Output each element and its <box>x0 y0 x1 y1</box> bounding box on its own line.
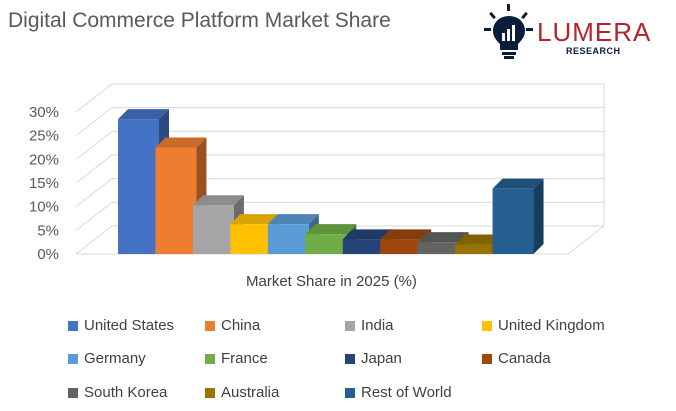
legend-item: Germany <box>68 350 146 367</box>
bar-front <box>118 119 159 254</box>
gridline <box>75 201 604 231</box>
y-tick-label: 30% <box>29 104 59 121</box>
bar-top <box>492 178 544 189</box>
gridline <box>75 83 604 113</box>
y-tick-label: 25% <box>29 128 59 145</box>
bar-top <box>417 232 469 243</box>
bar-front <box>267 224 309 254</box>
bar-top <box>230 214 282 225</box>
legend-item: India <box>345 317 394 334</box>
legend-item: Australia <box>205 384 279 401</box>
bar-front <box>192 205 234 254</box>
legend-swatch <box>68 387 78 398</box>
legend-swatch <box>68 353 78 364</box>
bar-china <box>155 137 207 254</box>
bar-front <box>380 239 422 254</box>
legend-label: United States <box>84 317 175 334</box>
logo-name: LUMERA <box>537 17 652 47</box>
legend-item: Rest of World <box>345 384 452 401</box>
bars <box>118 109 544 254</box>
bar-top <box>305 224 357 235</box>
bar-top <box>118 109 169 120</box>
legend-label: Australia <box>221 384 280 401</box>
bar-front <box>155 147 197 254</box>
bar-front <box>455 244 497 254</box>
bar-top <box>342 229 394 240</box>
y-tick-label: 10% <box>29 199 59 216</box>
grid-lines <box>75 83 605 255</box>
lightbulb-icon <box>484 4 533 59</box>
bar-front <box>417 242 459 254</box>
y-tick-label: 15% <box>29 175 59 192</box>
legend-label: India <box>361 317 394 334</box>
legend-label: Rest of World <box>361 384 452 401</box>
legend-item: United Kingdom <box>482 317 605 334</box>
legend-item: United States <box>68 317 174 334</box>
bar-front <box>492 188 534 254</box>
bar-front <box>230 224 272 254</box>
bar-front <box>342 239 384 254</box>
gridline <box>75 178 604 208</box>
x-axis-label: Market Share in 2025 (%) <box>246 273 417 290</box>
legend-swatch <box>205 320 215 331</box>
bar-front <box>305 234 347 254</box>
legend-item: France <box>205 350 268 367</box>
legend-swatch <box>205 387 215 398</box>
chart-title: Digital Commerce Platform Market Share <box>8 9 391 32</box>
legend-swatch <box>345 353 355 364</box>
bar-top <box>267 214 319 225</box>
company-logo: LUMERA RESEARCH <box>483 4 663 64</box>
legend-swatch <box>482 353 492 364</box>
y-tick-label: 5% <box>37 222 59 239</box>
gridline <box>75 154 604 184</box>
y-axis: 0% 5% 10% 15% 20% 25% 30% <box>29 104 59 263</box>
legend-label: China <box>221 317 261 334</box>
logo-subtitle: RESEARCH <box>566 46 621 56</box>
bar-chart: 0% 5% 10% 15% 20% 25% 30% <box>29 83 605 263</box>
bar-side <box>533 178 544 254</box>
bar-india <box>192 195 244 254</box>
bar-top <box>380 229 432 240</box>
legend-label: Germany <box>84 350 146 367</box>
bar-top <box>155 137 207 148</box>
bar-rest-of-world <box>492 178 544 254</box>
gridline <box>75 130 604 160</box>
gridline <box>75 225 604 255</box>
legend-swatch <box>68 320 78 331</box>
legend-swatch <box>482 320 492 331</box>
y-tick-label: 20% <box>29 151 59 168</box>
legend-swatch <box>345 320 355 331</box>
legend-label: Canada <box>498 350 551 367</box>
legend-label: South Korea <box>84 384 168 401</box>
legend-swatch <box>205 353 215 364</box>
legend-label: United Kingdom <box>498 317 605 334</box>
legend-swatch <box>345 387 355 398</box>
bar-top <box>192 195 244 206</box>
gridline <box>75 107 604 137</box>
legend-item: Japan <box>345 350 402 367</box>
legend-label: Japan <box>361 350 402 367</box>
legend-item: Canada <box>482 350 551 367</box>
legend-item: South Korea <box>68 384 167 401</box>
legend-label: France <box>221 350 268 367</box>
legend-item: China <box>205 317 260 334</box>
y-tick-label: 0% <box>37 246 59 263</box>
